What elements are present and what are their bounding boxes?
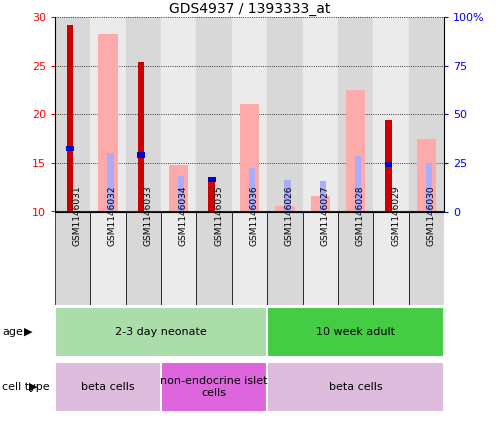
Bar (355, 156, 361, 212)
Bar (409, 17, 444, 212)
Bar (302, 212, 338, 305)
Bar (197, 212, 232, 305)
Text: 10 week adult: 10 week adult (316, 327, 395, 337)
Bar (55, 17, 90, 212)
Bar (55, 212, 90, 305)
Bar (319, 181, 326, 212)
Text: beta cells: beta cells (329, 382, 382, 392)
Bar (232, 17, 267, 212)
Bar (267, 307, 444, 357)
Bar (209, 179, 215, 212)
Bar (126, 212, 161, 305)
Text: GSM1146031: GSM1146031 (72, 186, 81, 247)
Bar (249, 168, 255, 212)
Text: GSM1146036: GSM1146036 (250, 186, 258, 247)
Bar (55, 362, 161, 412)
Bar (338, 17, 373, 212)
Bar (346, 90, 365, 212)
Bar (417, 139, 436, 212)
Bar (338, 212, 373, 305)
Text: ▶: ▶ (24, 327, 32, 337)
Text: GSM1146028: GSM1146028 (356, 186, 365, 247)
Text: non-endocrine islet
cells: non-endocrine islet cells (160, 376, 268, 398)
Bar (240, 104, 259, 212)
Bar (232, 212, 267, 305)
Bar (66, 146, 74, 151)
Bar (426, 163, 432, 212)
Text: GSM1146027: GSM1146027 (320, 186, 329, 247)
Text: GSM1146033: GSM1146033 (143, 186, 152, 247)
Bar (409, 212, 444, 305)
Bar (67, 25, 73, 212)
Bar (90, 17, 126, 212)
Bar (90, 212, 126, 305)
Bar (178, 176, 185, 212)
Text: age: age (2, 327, 23, 337)
Bar (161, 362, 267, 412)
Text: beta cells: beta cells (81, 382, 135, 392)
Bar (385, 162, 392, 168)
Bar (161, 212, 197, 305)
Bar (302, 17, 338, 212)
Bar (107, 153, 114, 212)
Bar (126, 17, 161, 212)
Text: GSM1146032: GSM1146032 (108, 186, 117, 247)
Text: ▶: ▶ (29, 382, 37, 392)
Bar (267, 212, 302, 305)
Bar (138, 62, 144, 212)
Bar (284, 180, 290, 212)
Text: cell type: cell type (2, 382, 50, 392)
Bar (267, 362, 444, 412)
Bar (267, 17, 302, 212)
Text: GSM1146034: GSM1146034 (179, 186, 188, 247)
Text: GSM1146026: GSM1146026 (285, 186, 294, 247)
Title: GDS4937 / 1393333_at: GDS4937 / 1393333_at (169, 2, 330, 16)
Bar (197, 17, 232, 212)
Bar (137, 152, 145, 158)
Text: GSM1146029: GSM1146029 (391, 186, 400, 247)
Bar (310, 196, 330, 212)
Bar (275, 206, 294, 212)
Bar (373, 17, 409, 212)
Text: 2-3 day neonate: 2-3 day neonate (115, 327, 207, 337)
Bar (385, 120, 392, 212)
Bar (55, 307, 267, 357)
Bar (208, 177, 216, 182)
Bar (373, 212, 409, 305)
Bar (169, 165, 189, 212)
Text: GSM1146035: GSM1146035 (214, 186, 223, 247)
Bar (98, 34, 118, 212)
Bar (161, 17, 197, 212)
Text: GSM1146030: GSM1146030 (427, 186, 436, 247)
